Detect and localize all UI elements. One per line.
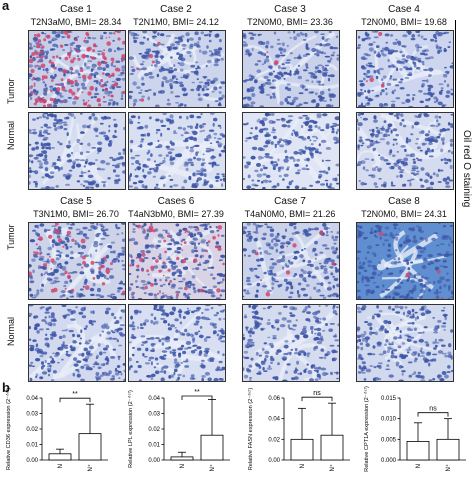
case-bottom-title-2: Cases 6 bbox=[157, 196, 195, 207]
micrograph-normal-top-4 bbox=[356, 112, 454, 190]
y-tick-label: 0.01 bbox=[148, 443, 160, 449]
micrograph-normal-bottom-1 bbox=[28, 304, 126, 382]
micrograph-tumor-bottom-3 bbox=[242, 222, 340, 300]
y-tick-label: 0.005 bbox=[381, 437, 397, 443]
case-top-title-4: Case 4 bbox=[388, 4, 420, 15]
category-label-2: N⁺ bbox=[445, 464, 452, 472]
case-bottom-stage-1: T3N1M0, BMI= 26.70 bbox=[33, 209, 119, 219]
micrograph-normal-bottom-3 bbox=[242, 304, 340, 382]
y-tick-label: 0.00 bbox=[268, 458, 280, 464]
significance-bracket bbox=[59, 397, 91, 403]
significance-label: ns bbox=[429, 406, 437, 413]
micrograph-tumor-bottom-4 bbox=[356, 222, 454, 300]
side-label: Oil red O staining bbox=[461, 130, 472, 208]
bar-chart-svg-3: Relative FASN expression (2⁻ᐞᶜᵗ) 0.00 0.02… bbox=[247, 388, 350, 472]
panel-a-letter: a bbox=[2, 0, 10, 13]
y-tick-label: 0.02 bbox=[268, 437, 280, 443]
y-tick-label: 0.02 bbox=[148, 427, 160, 433]
y-tick-label: 0.00 bbox=[148, 458, 160, 464]
y-tick-label: 0.015 bbox=[381, 396, 397, 402]
micrograph-tumor-top-4 bbox=[356, 30, 454, 108]
bar-chart-svg-2: Relative LPL expression (2⁻ᐞᶜᵗ) 0.00 0.01 0… bbox=[127, 389, 230, 472]
bar-2 bbox=[200, 434, 224, 461]
micrograph-tumor-top-3 bbox=[242, 30, 340, 108]
micrograph-tumor-top-2 bbox=[128, 30, 226, 108]
bar-2 bbox=[436, 438, 460, 461]
y-tick-label: 0.04 bbox=[26, 396, 38, 402]
case-bottom-stage-4: T2N0M0, BMI= 24.31 bbox=[361, 209, 447, 219]
category-label-1: N bbox=[416, 464, 422, 468]
bar-1 bbox=[170, 456, 194, 461]
row-label-normal-1: Normal bbox=[6, 120, 16, 150]
case-top-stage-2: T2N1M0, BMI= 24.12 bbox=[133, 17, 219, 27]
case-bottom-stage-2: T4aN3bM0, BMI= 27.39 bbox=[128, 209, 224, 219]
y-axis-label: Relative LPL expression (2⁻ᐞᶜᵗ) bbox=[127, 390, 134, 468]
y-tick-label: 0.00 bbox=[26, 458, 38, 464]
category-label-2: N⁺ bbox=[209, 464, 216, 472]
micrograph-tumor-bottom-1 bbox=[28, 222, 126, 300]
significance-bracket bbox=[417, 412, 449, 417]
y-tick-label: 0.010 bbox=[381, 417, 397, 423]
panel-b-letter: b bbox=[2, 380, 10, 395]
y-tick-label: 0.04 bbox=[268, 417, 280, 423]
micrograph-normal-top-1 bbox=[28, 112, 126, 190]
category-label-1: N bbox=[58, 464, 64, 468]
case-top-title-2: Case 2 bbox=[160, 4, 192, 15]
y-tick-label: 0.03 bbox=[26, 412, 38, 418]
row-label-normal-2: Normal bbox=[6, 316, 16, 346]
bar-2 bbox=[78, 433, 102, 461]
case-bottom-title-1: Case 5 bbox=[60, 196, 92, 207]
micrograph-normal-top-2 bbox=[128, 112, 226, 190]
category-label-1: N bbox=[300, 464, 306, 468]
significance-label: ns bbox=[313, 390, 321, 397]
y-axis-label: Relative CD36 expression (2⁻ᐞᶜᵗ) bbox=[5, 388, 12, 470]
category-label-2: N⁺ bbox=[329, 464, 336, 472]
bar-2 bbox=[320, 434, 344, 461]
case-top-stage-4: T2N0M0, BMI= 19.68 bbox=[361, 17, 447, 27]
bar-chart-svg-4: Relative CPT1A expression (2⁻ᐞᶜᵗ) 0.000 0.… bbox=[363, 386, 466, 472]
row-label-tumor-1: Tumor bbox=[6, 78, 16, 104]
category-label-1: N bbox=[180, 464, 186, 468]
side-bracket bbox=[455, 20, 456, 350]
bar-chart-3: Relative FASN expression (2⁻ᐞᶜᵗ) 0.00 0.02… bbox=[244, 386, 356, 487]
significance-bracket bbox=[181, 395, 213, 400]
row-label-tumor-2: Tumor bbox=[6, 224, 16, 250]
case-top-stage-3: T2N0M0, BMI= 23.36 bbox=[247, 17, 333, 27]
y-tick-label: 0.000 bbox=[381, 458, 397, 464]
case-top-title-1: Case 1 bbox=[60, 4, 92, 15]
bar-1 bbox=[290, 438, 314, 461]
bar-chart-1: Relative CD36 expression (2⁻ᐞᶜᵗ) 0.00 0.01… bbox=[2, 386, 114, 487]
significance-label: ** bbox=[194, 389, 200, 396]
case-top-title-3: Case 3 bbox=[274, 4, 306, 15]
category-label-2: N⁺ bbox=[87, 464, 94, 472]
case-top-stage-1: T2N3aM0, BMI= 28.34 bbox=[30, 17, 122, 27]
y-axis-label: Relative CPT1A expression (2⁻ᐞᶜᵗ) bbox=[363, 386, 370, 472]
y-tick-label: 0.04 bbox=[148, 396, 160, 402]
significance-bracket bbox=[301, 396, 333, 402]
case-bottom-title-3: Case 7 bbox=[274, 196, 306, 207]
y-tick-label: 0.02 bbox=[26, 427, 38, 433]
micrograph-normal-bottom-4 bbox=[356, 304, 454, 382]
micrograph-tumor-bottom-2 bbox=[128, 222, 226, 300]
case-bottom-stage-3: T4aN0M0, BMI= 21.26 bbox=[244, 209, 336, 219]
y-tick-label: 0.03 bbox=[148, 412, 160, 418]
y-tick-label: 0.01 bbox=[26, 443, 38, 449]
case-bottom-title-4: Case 8 bbox=[388, 196, 420, 207]
bar-1 bbox=[48, 453, 72, 461]
bar-chart-2: Relative LPL expression (2⁻ᐞᶜᵗ) 0.00 0.01 0… bbox=[124, 386, 236, 487]
significance-label: ** bbox=[72, 391, 78, 398]
bar-chart-svg-1: Relative CD36 expression (2⁻ᐞᶜᵗ) 0.00 0.01… bbox=[5, 388, 108, 472]
y-axis-label: Relative FASN expression (2⁻ᐞᶜᵗ) bbox=[247, 388, 254, 471]
micrograph-normal-bottom-2 bbox=[128, 304, 226, 382]
y-tick-label: 0.06 bbox=[268, 396, 280, 402]
bar-1 bbox=[406, 441, 430, 461]
micrograph-normal-top-3 bbox=[242, 112, 340, 190]
bar-chart-4: Relative CPT1A expression (2⁻ᐞᶜᵗ) 0.000 0.… bbox=[360, 386, 472, 487]
micrograph-tumor-top-1 bbox=[28, 30, 126, 108]
